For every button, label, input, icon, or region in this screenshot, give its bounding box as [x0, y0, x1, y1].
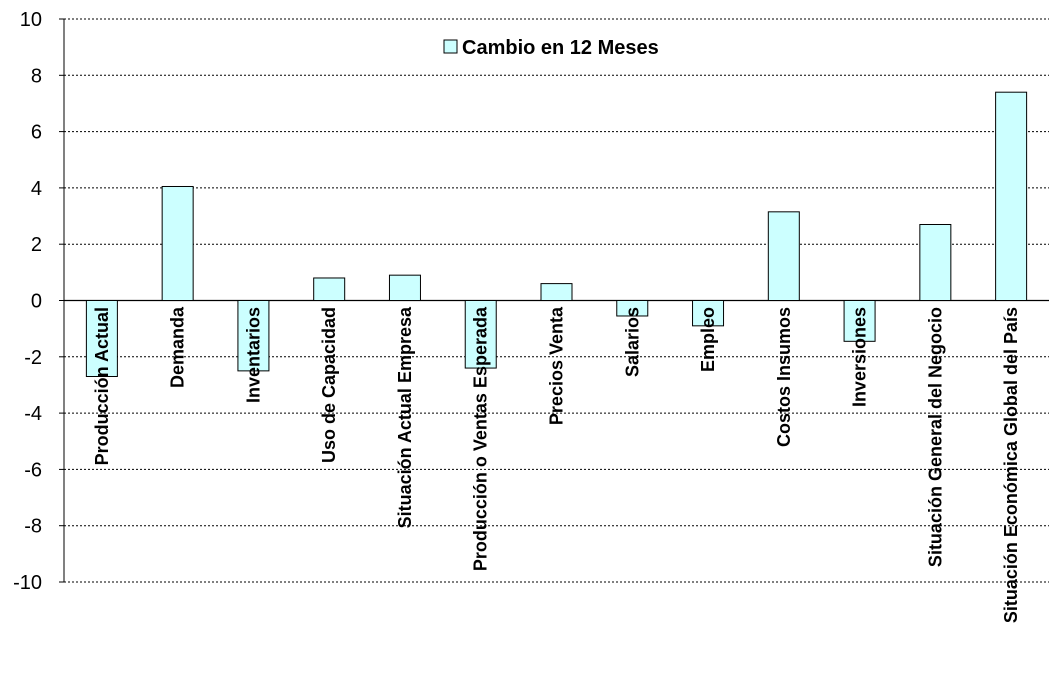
- category-label: Inversiones: [850, 307, 870, 407]
- category-label: Producción o Ventas Esperada: [471, 306, 491, 571]
- category-label: Inventarios: [243, 307, 263, 403]
- y-tick-label: 6: [31, 122, 42, 144]
- bar: [919, 223, 952, 301]
- y-tick-label: 8: [31, 65, 42, 87]
- category-label: Uso de Capacidad: [319, 307, 339, 463]
- bar: [540, 283, 573, 301]
- y-tick-label: -10: [13, 572, 42, 594]
- bar: [237, 300, 270, 372]
- category-label: Situación Económica Global del País: [1001, 307, 1021, 623]
- bar: [161, 185, 194, 301]
- y-tick-label: 10: [20, 9, 42, 31]
- bar: [85, 300, 118, 378]
- bar: [464, 300, 497, 369]
- legend: Cambio en 12 Meses: [443, 37, 659, 59]
- category-label: Situación General del Negocio: [925, 307, 945, 567]
- bar: [995, 91, 1028, 301]
- category-label: Empleo: [698, 307, 718, 372]
- y-tick-label: -6: [24, 459, 42, 481]
- y-tick-label: -8: [24, 516, 42, 538]
- bar: [313, 277, 346, 302]
- y-tick-label: 2: [31, 234, 42, 256]
- category-label: Producción Actual: [92, 307, 112, 465]
- bar: [388, 274, 421, 302]
- category-labels: Producción Actual Demanda Inventarios Uso d…: [92, 306, 1021, 623]
- category-label: Situación Actual Empresa: [395, 306, 415, 528]
- bar: [692, 300, 725, 327]
- legend-swatch: [443, 39, 458, 54]
- category-label: Demanda: [168, 306, 188, 388]
- bar: [616, 300, 649, 317]
- category-label: Costos Insumos: [774, 307, 794, 447]
- y-tick-label: -2: [24, 347, 42, 369]
- y-tick-label: -4: [24, 403, 42, 425]
- bars: [85, 91, 1028, 378]
- category-label: Precios Venta: [547, 306, 567, 425]
- bar: [843, 300, 876, 342]
- bar: [767, 211, 800, 301]
- y-tick-label: 0: [31, 291, 42, 313]
- y-axis-ticks: 10 8 6 4 2 0 -2 -4 -6 -8 -10: [13, 9, 64, 594]
- y-tick-label: 4: [31, 178, 42, 200]
- category-label: Salarios: [622, 307, 642, 377]
- legend-label: Cambio en 12 Meses: [462, 37, 659, 59]
